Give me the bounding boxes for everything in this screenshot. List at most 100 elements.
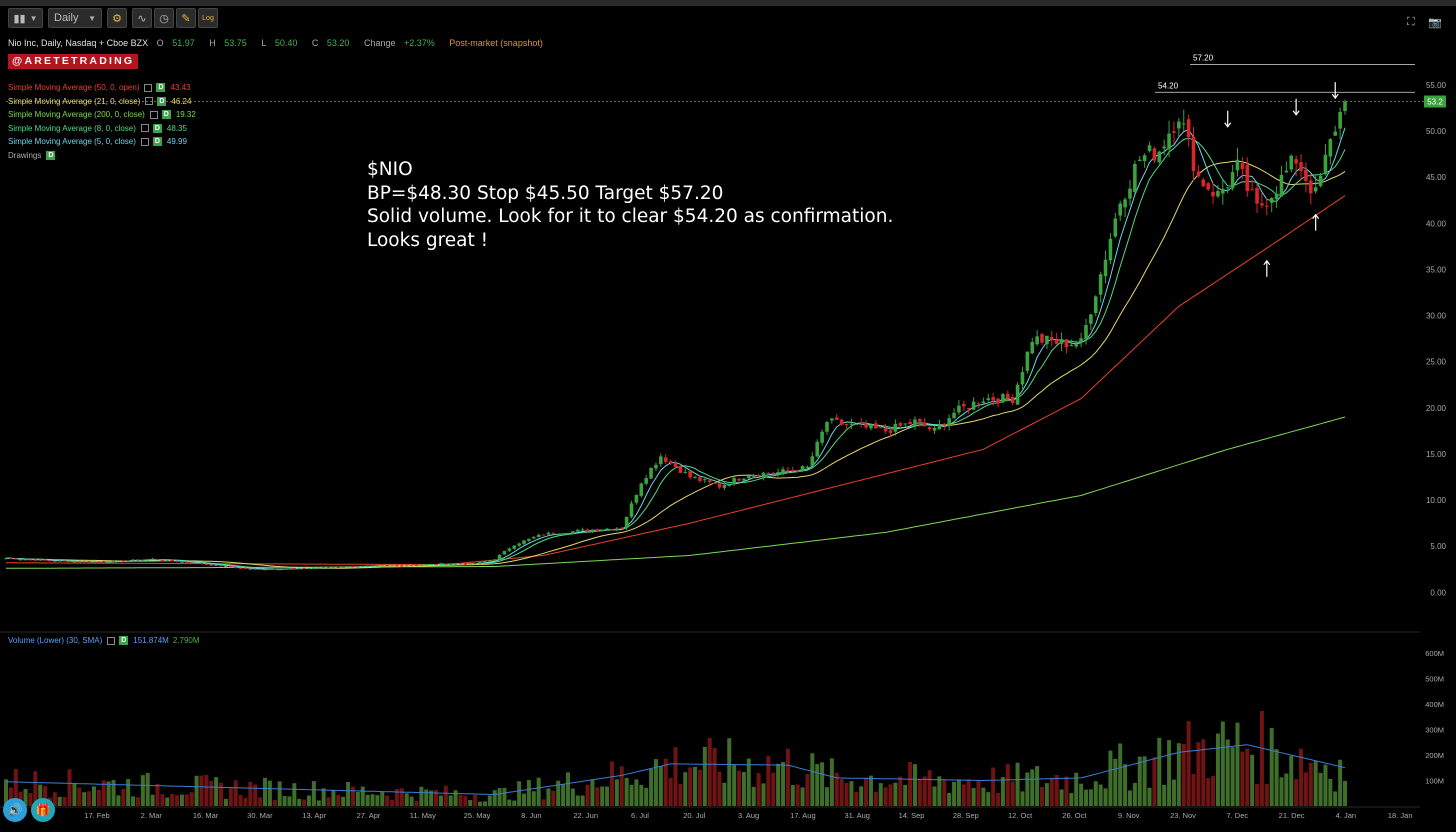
volume-bar [28,793,33,806]
volume-bar [761,783,766,806]
study-row[interactable]: Simple Moving Average (8, 0, close) D 48.3… [8,123,187,133]
volume-bar [126,779,131,806]
volume-bar [839,779,844,806]
volume-sma-line [5,744,1346,796]
study-settings-icon[interactable] [145,97,154,106]
volume-bar [1010,781,1015,806]
price-level-label: 57.20 [1193,54,1214,63]
volume-study-legend: Volume (Lower) (30, SMA) D 151.874M 2.79… [8,636,200,645]
volume-bar [824,787,829,806]
volume-bar [917,778,922,806]
chart-style-button[interactable]: ▮▮ ▼ [8,8,43,28]
study-badge[interactable]: D [157,96,167,106]
arrow-head [1263,259,1271,266]
candle [351,566,355,568]
candle [1074,344,1079,347]
candle [409,565,414,567]
study-settings-icon[interactable] [144,83,153,92]
candle [360,565,365,567]
x-tick-label: 3. Aug [738,811,759,820]
candle [810,456,815,466]
study-badge[interactable]: D [152,123,162,133]
candle [370,565,375,567]
clock-button[interactable]: ◷ [154,8,174,28]
study-settings-icon[interactable] [140,137,149,146]
volume-bar [272,799,277,806]
volume-bar [898,776,903,806]
study-badge[interactable]: D [152,137,162,147]
study-row[interactable]: Simple Moving Average (21, 0, close) D 46.… [8,96,191,106]
candle [180,561,184,563]
camera-icon[interactable]: 📷 [1428,17,1442,29]
candle [497,554,502,560]
studies-button[interactable]: ∿ [132,8,152,28]
candle [1089,314,1093,324]
candle [331,567,336,569]
volume-bar [311,781,316,806]
drawings-label[interactable]: Drawings D [8,151,56,160]
volume-bar [1235,722,1240,806]
study-settings-icon[interactable] [107,636,116,645]
annotation-line: Looks great ! [367,229,489,251]
candle [737,478,741,481]
volume-bar [1049,777,1054,806]
volume-bar [209,781,214,806]
volume-bar [1264,783,1269,806]
candle [663,457,668,462]
volume-bar [551,790,556,806]
study-badge[interactable]: D [156,83,166,92]
candle [991,397,995,401]
candle [1010,396,1015,404]
candle [1255,188,1259,204]
candle [48,560,52,562]
candle [1235,159,1240,171]
candle [751,475,756,477]
study-settings-icon[interactable] [140,124,149,133]
candle [707,480,712,482]
volume-bar [468,799,473,806]
candle [805,466,810,468]
timeframe-select[interactable]: Daily ▼ [48,8,102,28]
study-badge[interactable]: D [161,110,171,120]
candle [849,423,854,425]
study-badge[interactable]: D [119,636,129,645]
candle [385,565,389,567]
volume-bar [815,764,820,806]
volume-bar [1015,762,1020,806]
candle [830,418,834,421]
candle [414,564,419,566]
study-settings-icon[interactable] [149,110,158,119]
fullscreen-icon[interactable]: ⛶ [1407,16,1415,28]
candle [795,470,800,472]
volume-bar [1030,769,1035,806]
candle [82,561,86,563]
candle [390,565,394,567]
y-tick-label: 25.00 [1426,358,1447,367]
settings-button[interactable]: ⚙ [107,8,127,28]
x-tick-label: 6. Jul [631,811,649,820]
volume-bar [91,786,96,806]
candle [1201,179,1206,187]
candle [1128,188,1132,199]
candle [937,424,942,430]
open-value: 51.97 [172,38,195,48]
volume-bar [62,796,67,806]
candle [927,427,932,430]
volume-bar [1040,786,1045,806]
candle [1245,165,1250,192]
drawing-tools-button[interactable]: ✎ [176,8,196,28]
gift-button[interactable]: 🎁 [31,798,55,822]
candle [487,560,492,562]
log-scale-button[interactable]: Log [198,8,218,28]
candle [717,483,722,488]
clock-icon: ◷ [159,12,169,25]
volume-bar [1259,711,1264,806]
volume-bar [795,784,800,806]
candle [468,563,473,565]
study-row[interactable]: Simple Moving Average (5, 0, close) D 49.9… [8,137,187,147]
study-row[interactable]: Simple Moving Average (50, 0, open) D 43.4… [8,83,191,92]
study-row[interactable]: Simple Moving Average (200, 0, close) D 19… [8,110,196,120]
volume-bar [1069,793,1074,806]
chat-button[interactable]: 🔊 [3,798,27,822]
